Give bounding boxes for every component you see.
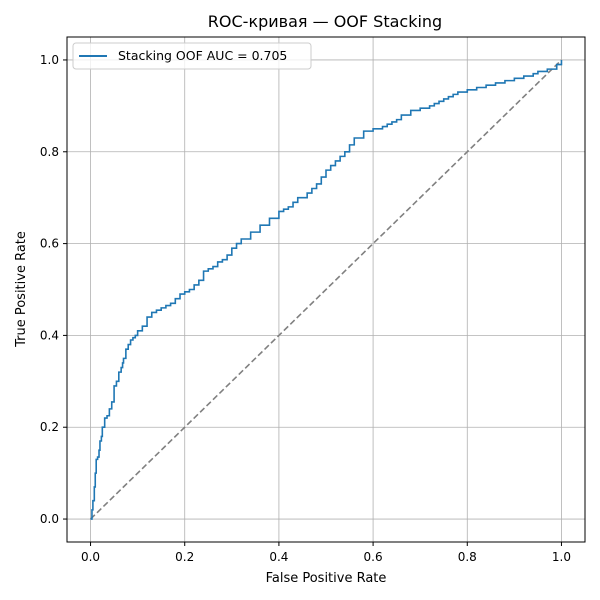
legend: Stacking OOF AUC = 0.705 (72, 42, 312, 70)
chance-diagonal-line (89, 59, 563, 520)
x-axis-label: False Positive Rate (266, 571, 387, 586)
x-tick-label: 0.2 (175, 550, 194, 564)
y-tick-label: 0.2 (40, 420, 59, 434)
legend-box (72, 42, 312, 70)
y-tick-label: 0.6 (40, 237, 59, 251)
y-axis-label: True Positive Rate (14, 231, 29, 348)
x-tick-label: 1.0 (552, 550, 571, 564)
roc-curve-line (90, 59, 563, 520)
x-tick-label: 0.4 (269, 550, 288, 564)
y-tick-label: 0.4 (40, 328, 59, 342)
legend-label: Stacking OOF AUC = 0.705 (118, 48, 287, 63)
y-tick-label: 0.0 (40, 512, 59, 526)
x-tick-label: 0.6 (364, 550, 383, 564)
ticks: 0.0 0.2 0.4 0.6 0.8 1.0 0.0 0.2 0.4 0.6 0.8 1.0 (40, 53, 571, 564)
x-tick-label: 0.0 (81, 550, 100, 564)
y-tick-label: 0.8 (40, 145, 59, 159)
y-tick-label: 1.0 (40, 53, 59, 67)
chart-title: ROC-кривая — OOF Stacking (208, 12, 442, 31)
x-tick-label: 0.8 (458, 550, 477, 564)
series-layer (89, 59, 563, 520)
plot-frame (66, 36, 586, 543)
